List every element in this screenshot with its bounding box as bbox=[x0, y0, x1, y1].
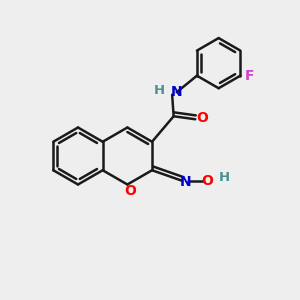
Text: N: N bbox=[171, 85, 182, 99]
Text: O: O bbox=[124, 184, 136, 198]
Text: F: F bbox=[245, 69, 255, 83]
Text: O: O bbox=[196, 111, 208, 125]
Text: H: H bbox=[154, 84, 165, 97]
Text: O: O bbox=[202, 174, 214, 188]
Text: H: H bbox=[218, 171, 230, 184]
Text: N: N bbox=[180, 175, 191, 189]
